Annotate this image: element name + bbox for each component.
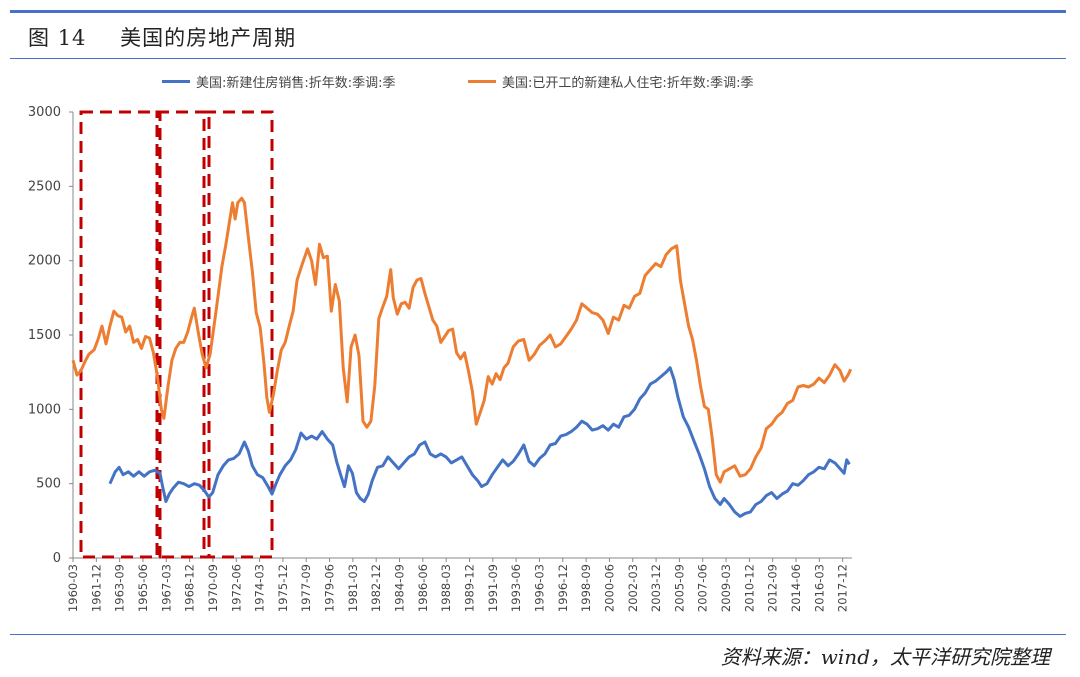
x-tick-label: 2005-09 [672, 564, 686, 612]
top-rule [10, 10, 1066, 13]
x-tick-label: 2012-09 [766, 564, 780, 612]
x-tick-label: 1996-12 [556, 564, 570, 612]
x-tick-label: 2010-12 [742, 564, 756, 612]
x-tick-label: 1968-12 [183, 564, 197, 612]
figure-title-text: 美国的房地产周期 [120, 26, 297, 50]
x-tick-label: 1974-03 [253, 564, 267, 612]
x-tick-label: 1996-03 [532, 564, 546, 612]
figure-label: 图 [28, 26, 50, 50]
y-tick-label: 0 [53, 551, 61, 566]
x-tick-label: 1970-09 [206, 564, 220, 612]
x-tick-label: 1965-06 [136, 564, 150, 612]
x-tick-label: 1967-03 [159, 564, 173, 612]
legend-item-starts: 美国:已开工的新建私人住宅:折年数:季调:季 [468, 72, 754, 91]
x-tick-label: 1960-03 [66, 564, 80, 612]
x-tick-label: 1963-09 [113, 564, 127, 612]
source-note: 资料来源：wind，太平洋研究院整理 [720, 645, 1050, 669]
figure-number: 14 [57, 26, 87, 50]
x-tick-label: 1989-12 [462, 564, 476, 612]
y-tick-label: 2500 [28, 179, 61, 194]
x-tick-label: 1981-03 [346, 564, 360, 612]
legend-item-sales: 美国:新建住房销售:折年数:季调:季 [162, 72, 396, 91]
bottom-rule [10, 634, 1066, 635]
y-tick-label: 3000 [28, 105, 61, 120]
y-tick-label: 500 [36, 477, 61, 492]
x-tick-label: 2003-12 [649, 564, 663, 612]
x-tick-label: 1998-09 [579, 564, 593, 612]
x-tick-label: 2014-06 [789, 564, 803, 612]
x-tick-label: 1975-12 [276, 564, 290, 612]
y-tick-label: 2000 [28, 254, 61, 269]
x-tick-label: 2007-06 [696, 564, 710, 612]
x-tick-label: 2009-03 [719, 564, 733, 612]
x-tick-label: 1991-09 [486, 564, 500, 612]
x-tick-label: 1972-06 [229, 564, 243, 612]
x-tick-label: 1977-09 [299, 564, 313, 612]
x-tick-label: 1993-06 [509, 564, 523, 612]
cycle-highlight-box [155, 110, 211, 559]
figure-title: 图 14 美国的房地产周期 [28, 22, 296, 52]
x-tick-label: 2000-06 [602, 564, 616, 612]
x-tick-label: 2016-03 [812, 564, 826, 612]
y-tick-label: 1500 [28, 328, 61, 343]
legend-swatch-sales [162, 80, 190, 83]
cycle-highlight-box [79, 110, 162, 559]
x-tick-label: 1984-09 [393, 564, 407, 612]
legend-label-starts: 美国:已开工的新建私人住宅:折年数:季调:季 [502, 76, 754, 91]
x-tick-label: 1961-12 [89, 564, 103, 612]
legend-label-sales: 美国:新建住房销售:折年数:季调:季 [196, 76, 396, 91]
x-tick-label: 2017-12 [836, 564, 850, 612]
x-tick-label: 1986-06 [416, 564, 430, 612]
x-tick-label: 1982-12 [369, 564, 383, 612]
cycle-highlight-box [202, 110, 274, 559]
y-tick-label: 1000 [28, 402, 61, 417]
x-tick-label: 1979-06 [323, 564, 337, 612]
series-line-sales [108, 366, 851, 518]
x-tick-label: 1988-03 [439, 564, 453, 612]
title-rule [10, 58, 1066, 59]
x-tick-label: 2002-03 [626, 564, 640, 612]
legend-swatch-starts [468, 80, 496, 83]
series-line-starts [71, 196, 853, 484]
